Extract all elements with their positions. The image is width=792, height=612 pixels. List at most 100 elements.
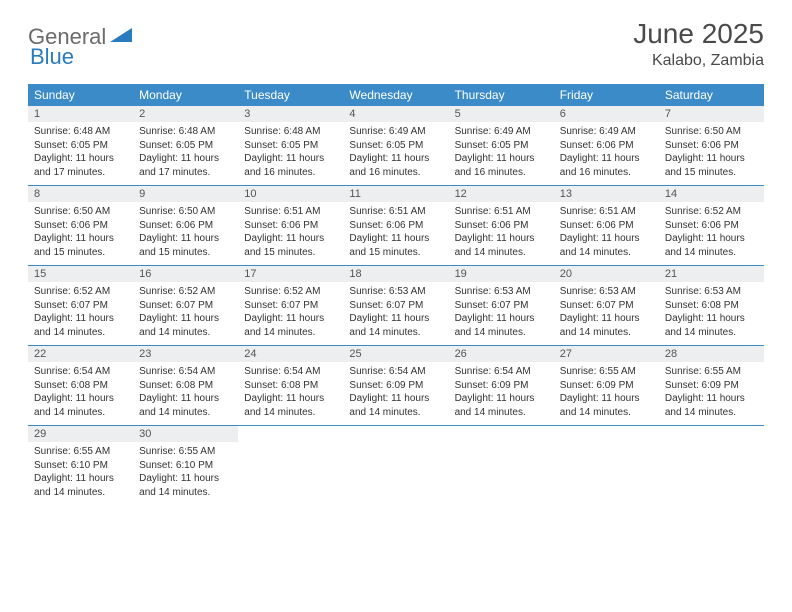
sunset-line: Sunset: 6:10 PM [34,459,127,473]
sunrise-line: Sunrise: 6:52 AM [665,205,758,219]
dayhead-tuesday: Tuesday [238,84,343,106]
sunset-line: Sunset: 6:06 PM [139,219,232,233]
day-body: Sunrise: 6:55 AMSunset: 6:10 PMDaylight:… [133,442,238,505]
daylight-line: Daylight: 11 hours and 14 minutes. [34,472,127,499]
sunset-line: Sunset: 6:05 PM [139,139,232,153]
day-number: 22 [28,346,133,362]
day-body: Sunrise: 6:49 AMSunset: 6:06 PMDaylight:… [554,122,659,185]
day-cell: 23Sunrise: 6:54 AMSunset: 6:08 PMDayligh… [133,346,238,426]
sunrise-line: Sunrise: 6:54 AM [244,365,337,379]
day-cell: 11Sunrise: 6:51 AMSunset: 6:06 PMDayligh… [343,186,448,266]
day-number: 27 [554,346,659,362]
day-number: 29 [28,426,133,442]
day-body: Sunrise: 6:51 AMSunset: 6:06 PMDaylight:… [554,202,659,265]
day-number: 23 [133,346,238,362]
sunrise-line: Sunrise: 6:55 AM [139,445,232,459]
day-header-row: Sunday Monday Tuesday Wednesday Thursday… [28,84,764,106]
day-cell: 3Sunrise: 6:48 AMSunset: 6:05 PMDaylight… [238,106,343,186]
sunset-line: Sunset: 6:09 PM [455,379,548,393]
day-body: Sunrise: 6:53 AMSunset: 6:07 PMDaylight:… [343,282,448,345]
day-body: Sunrise: 6:55 AMSunset: 6:09 PMDaylight:… [554,362,659,425]
location-subtitle: Kalabo, Zambia [633,52,764,70]
day-number: 11 [343,186,448,202]
dayhead-monday: Monday [133,84,238,106]
sunrise-line: Sunrise: 6:49 AM [560,125,653,139]
daylight-line: Daylight: 11 hours and 14 minutes. [34,392,127,419]
sunset-line: Sunset: 6:06 PM [244,219,337,233]
sunset-line: Sunset: 6:09 PM [560,379,653,393]
day-number: 3 [238,106,343,122]
daylight-line: Daylight: 11 hours and 14 minutes. [665,312,758,339]
day-body: Sunrise: 6:54 AMSunset: 6:09 PMDaylight:… [449,362,554,425]
day-cell: 28Sunrise: 6:55 AMSunset: 6:09 PMDayligh… [659,346,764,426]
day-number: 21 [659,266,764,282]
day-body: Sunrise: 6:54 AMSunset: 6:08 PMDaylight:… [238,362,343,425]
day-body: Sunrise: 6:55 AMSunset: 6:09 PMDaylight:… [659,362,764,425]
dayhead-thursday: Thursday [449,84,554,106]
day-number: 24 [238,346,343,362]
sunset-line: Sunset: 6:06 PM [34,219,127,233]
daylight-line: Daylight: 11 hours and 14 minutes. [560,312,653,339]
daylight-line: Daylight: 11 hours and 14 minutes. [244,392,337,419]
day-cell: 19Sunrise: 6:53 AMSunset: 6:07 PMDayligh… [449,266,554,346]
day-number: 8 [28,186,133,202]
daylight-line: Daylight: 11 hours and 14 minutes. [560,232,653,259]
header: General June 2025 Kalabo, Zambia [0,0,792,78]
sunrise-line: Sunrise: 6:54 AM [455,365,548,379]
day-body: Sunrise: 6:52 AMSunset: 6:07 PMDaylight:… [28,282,133,345]
daylight-line: Daylight: 11 hours and 14 minutes. [560,392,653,419]
sunset-line: Sunset: 6:08 PM [139,379,232,393]
sunrise-line: Sunrise: 6:49 AM [455,125,548,139]
day-body: Sunrise: 6:50 AMSunset: 6:06 PMDaylight:… [133,202,238,265]
daylight-line: Daylight: 11 hours and 14 minutes. [34,312,127,339]
sunset-line: Sunset: 6:07 PM [244,299,337,313]
sunset-line: Sunset: 6:05 PM [455,139,548,153]
sunset-line: Sunset: 6:07 PM [455,299,548,313]
day-body: Sunrise: 6:50 AMSunset: 6:06 PMDaylight:… [659,122,764,185]
sunrise-line: Sunrise: 6:51 AM [349,205,442,219]
logo-text-blue-wrap: Blue [30,44,74,70]
week-row: 29Sunrise: 6:55 AMSunset: 6:10 PMDayligh… [28,426,764,506]
daylight-line: Daylight: 11 hours and 16 minutes. [244,152,337,179]
sunset-line: Sunset: 6:07 PM [560,299,653,313]
day-cell: 22Sunrise: 6:54 AMSunset: 6:08 PMDayligh… [28,346,133,426]
dayhead-sunday: Sunday [28,84,133,106]
sunset-line: Sunset: 6:09 PM [665,379,758,393]
day-cell: 26Sunrise: 6:54 AMSunset: 6:09 PMDayligh… [449,346,554,426]
day-number: 5 [449,106,554,122]
sunrise-line: Sunrise: 6:54 AM [349,365,442,379]
day-cell: 17Sunrise: 6:52 AMSunset: 6:07 PMDayligh… [238,266,343,346]
sunrise-line: Sunrise: 6:50 AM [34,205,127,219]
sunset-line: Sunset: 6:10 PM [139,459,232,473]
day-cell: 27Sunrise: 6:55 AMSunset: 6:09 PMDayligh… [554,346,659,426]
sunrise-line: Sunrise: 6:55 AM [560,365,653,379]
day-number: 30 [133,426,238,442]
sunrise-line: Sunrise: 6:51 AM [455,205,548,219]
day-body: Sunrise: 6:53 AMSunset: 6:07 PMDaylight:… [449,282,554,345]
daylight-line: Daylight: 11 hours and 15 minutes. [244,232,337,259]
day-number: 18 [343,266,448,282]
day-body: Sunrise: 6:52 AMSunset: 6:06 PMDaylight:… [659,202,764,265]
day-cell: 16Sunrise: 6:52 AMSunset: 6:07 PMDayligh… [133,266,238,346]
day-number: 15 [28,266,133,282]
day-body: Sunrise: 6:51 AMSunset: 6:06 PMDaylight:… [449,202,554,265]
day-cell [343,426,448,506]
week-row: 1Sunrise: 6:48 AMSunset: 6:05 PMDaylight… [28,106,764,186]
day-body: Sunrise: 6:53 AMSunset: 6:07 PMDaylight:… [554,282,659,345]
day-body: Sunrise: 6:54 AMSunset: 6:08 PMDaylight:… [133,362,238,425]
daylight-line: Daylight: 11 hours and 14 minutes. [665,232,758,259]
day-cell: 4Sunrise: 6:49 AMSunset: 6:05 PMDaylight… [343,106,448,186]
sunset-line: Sunset: 6:08 PM [665,299,758,313]
sunset-line: Sunset: 6:05 PM [244,139,337,153]
daylight-line: Daylight: 11 hours and 14 minutes. [244,312,337,339]
dayhead-saturday: Saturday [659,84,764,106]
day-body: Sunrise: 6:48 AMSunset: 6:05 PMDaylight:… [28,122,133,185]
sunrise-line: Sunrise: 6:54 AM [139,365,232,379]
day-body: Sunrise: 6:49 AMSunset: 6:05 PMDaylight:… [343,122,448,185]
day-cell: 8Sunrise: 6:50 AMSunset: 6:06 PMDaylight… [28,186,133,266]
day-number: 20 [554,266,659,282]
daylight-line: Daylight: 11 hours and 14 minutes. [139,472,232,499]
day-cell [449,426,554,506]
day-cell: 30Sunrise: 6:55 AMSunset: 6:10 PMDayligh… [133,426,238,506]
day-number: 2 [133,106,238,122]
